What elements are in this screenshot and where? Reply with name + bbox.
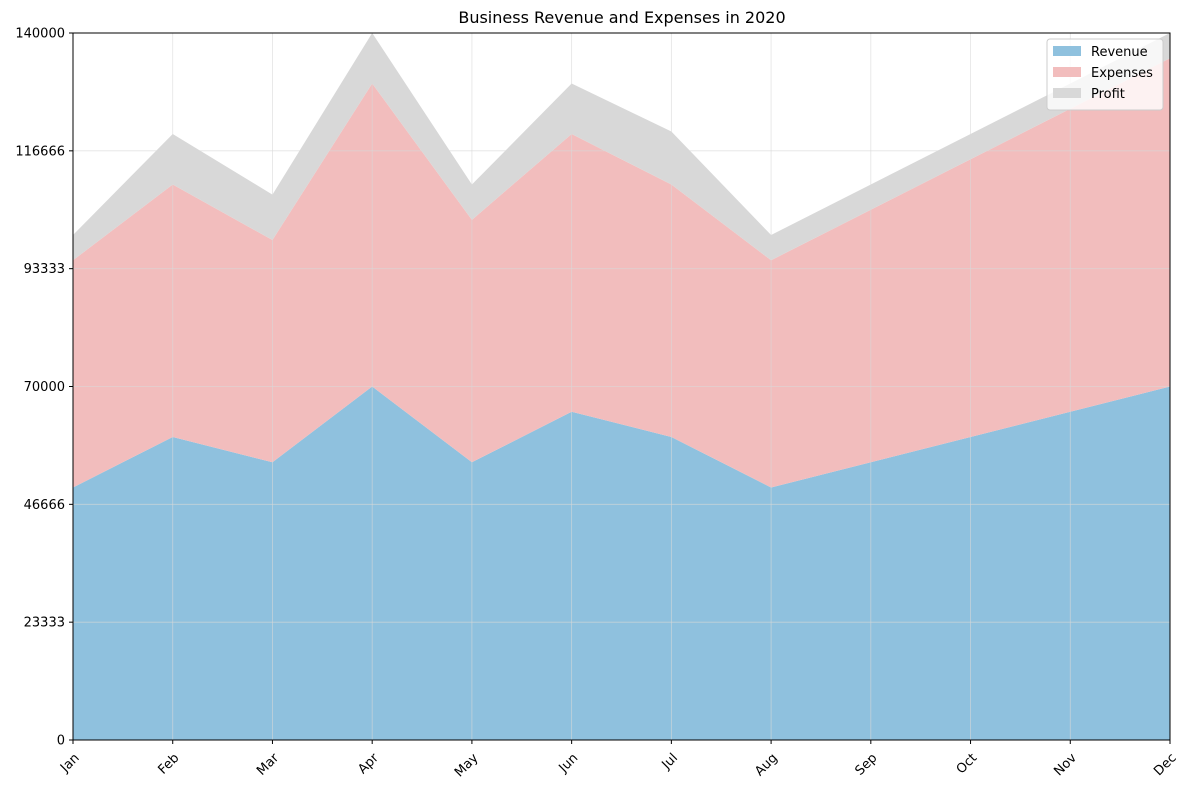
legend-label-profit: Profit [1091,87,1125,102]
x-tick-label: Jan [57,751,82,776]
x-tick-label: Aug [752,751,781,780]
x-tick-label: May [452,751,482,781]
x-tick-label: Feb [155,751,182,778]
x-tick-label: Dec [1151,751,1179,779]
y-tick-label: 0 [57,734,65,749]
legend-label-revenue: Revenue [1091,45,1148,60]
legend-swatch-expenses [1053,67,1081,77]
x-tick-label: Jul [659,751,681,773]
y-tick-label: 93333 [24,262,65,277]
y-tick-label: 116666 [15,144,65,159]
x-tick-label: Nov [1051,750,1080,779]
x-tick-labels: Jan Feb Mar Apr May Jun Jul Aug Sep Oct Nov Dec [57,740,1180,781]
area-series-profit [73,33,1170,261]
y-tick-label: 23333 [24,616,65,631]
legend-swatch-revenue [1053,46,1081,56]
area-series-expenses [73,58,1170,488]
legend-swatch-profit [1053,88,1081,98]
y-tick-label: 46666 [24,498,65,513]
x-tick-label: Sep [853,751,881,779]
y-tick-labels: 0 23333 46666 70000 93333 116666 140000 [15,27,73,749]
chart-title: Business Revenue and Expenses in 2020 [458,8,785,27]
x-tick-label: Apr [355,750,382,777]
x-tick-label: Oct [954,751,981,778]
area-series-revenue [73,386,1170,740]
y-tick-label: 140000 [15,27,65,42]
legend-label-expenses: Expenses [1091,66,1153,81]
x-tick-label: Jun [556,751,582,777]
x-tick-label: Mar [254,750,282,778]
area-layers [73,33,1170,740]
legend: Revenue Expenses Profit [1046,38,1164,111]
y-tick-label: 70000 [24,380,65,395]
